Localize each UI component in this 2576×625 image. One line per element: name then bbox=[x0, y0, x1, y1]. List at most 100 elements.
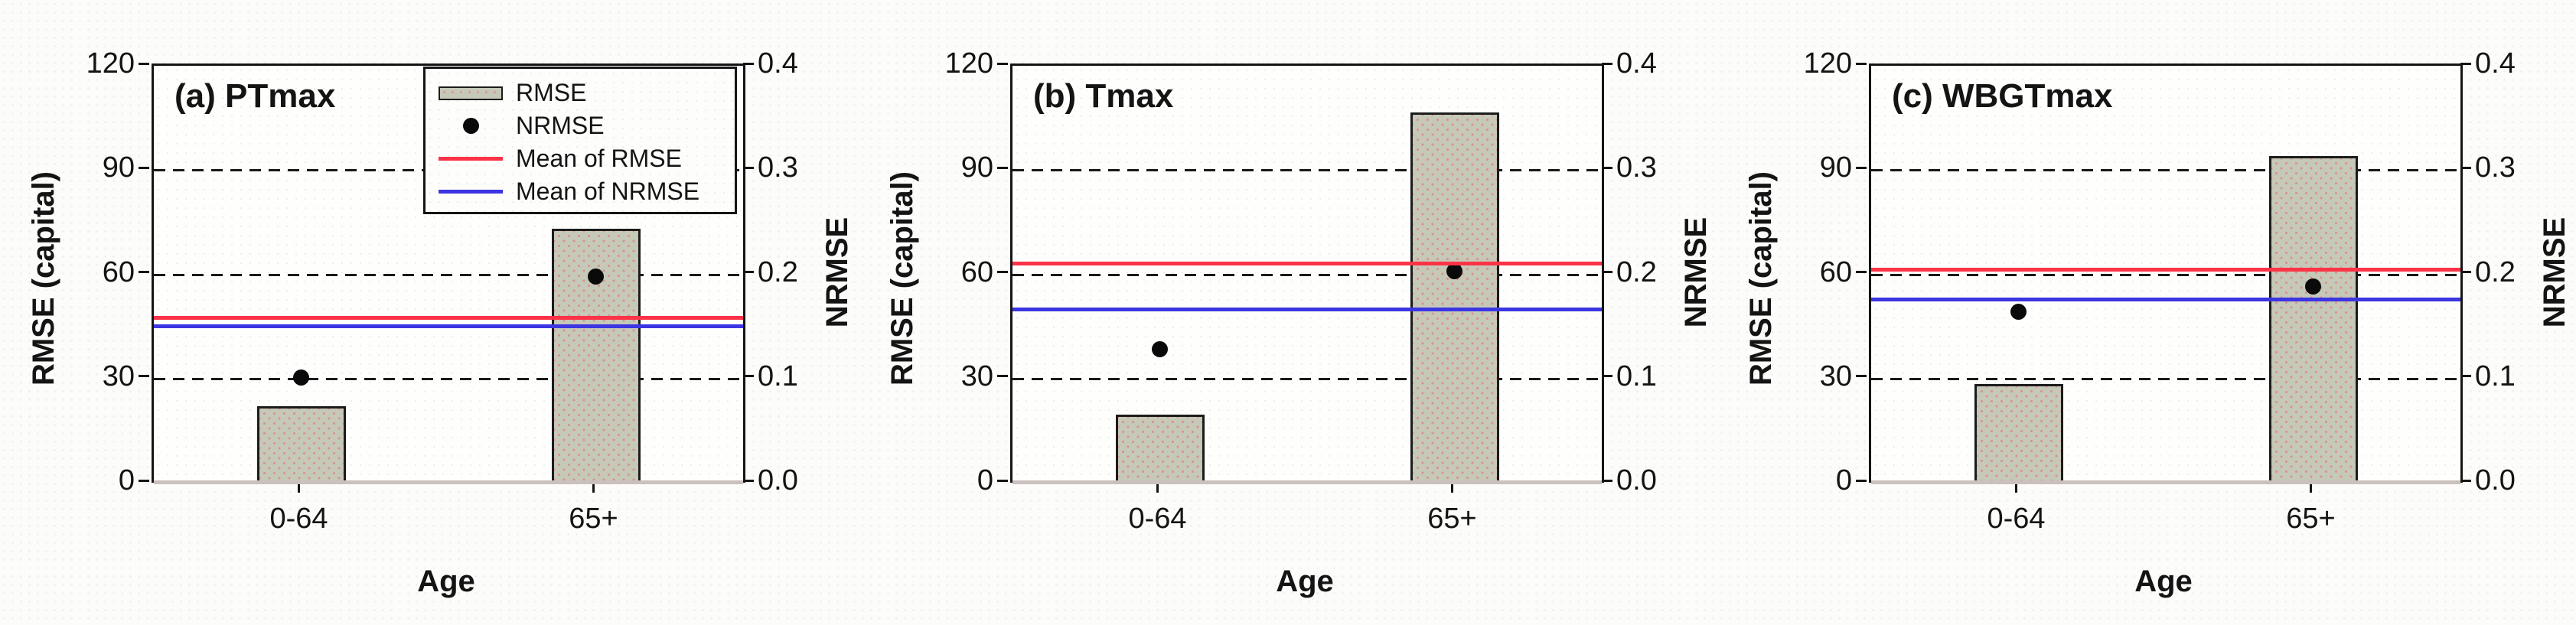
y-right-tick-label-0.0: 0.0 bbox=[758, 464, 798, 496]
y-right-tick-label-0.3: 0.3 bbox=[2475, 151, 2516, 184]
mean-of-nrmse-line bbox=[1871, 297, 2460, 301]
y-right-tick-0.4 bbox=[1602, 62, 1612, 65]
y-right-tick-label-0.0: 0.0 bbox=[1616, 464, 1657, 496]
y-right-tick-label-0.2: 0.2 bbox=[2475, 256, 2516, 288]
legend-row-0: RMSE bbox=[426, 76, 735, 109]
x-axis-baseline bbox=[154, 480, 743, 484]
y-left-tick-30 bbox=[1856, 375, 1867, 378]
y-right-tick-label-0.2: 0.2 bbox=[1616, 256, 1657, 288]
legend-swatch-cell-0 bbox=[426, 86, 516, 100]
rmse-bar-65+ bbox=[1410, 112, 1499, 483]
y-left-tick-label-120: 120 bbox=[944, 47, 993, 80]
y-left-tick-label-0: 0 bbox=[1835, 464, 1852, 496]
legend-mean-rmse-line-swatch bbox=[439, 157, 503, 161]
x-axis-baseline bbox=[1871, 480, 2460, 484]
x-axis-title: Age bbox=[2134, 565, 2193, 598]
y-left-tick-label-60: 60 bbox=[102, 256, 135, 288]
nrmse-dot-0-64 bbox=[2010, 304, 2027, 321]
y-right-tick-0.0 bbox=[2460, 479, 2471, 482]
y-left-tick-90 bbox=[997, 166, 1008, 169]
gridline-90 bbox=[1012, 169, 1602, 172]
x-axis-title: Age bbox=[1276, 565, 1334, 598]
y-left-tick-label-120: 120 bbox=[1803, 47, 1852, 80]
y-right-tick-label-0.4: 0.4 bbox=[1616, 47, 1657, 80]
y-left-tick-120 bbox=[997, 62, 1008, 65]
mean-of-nrmse-line bbox=[154, 324, 743, 329]
rmse-bar-0-64 bbox=[1974, 383, 2063, 483]
gridline-30 bbox=[1871, 377, 2460, 380]
gridline-30 bbox=[1012, 377, 1602, 380]
y-right-tick-label-0.0: 0.0 bbox=[2475, 464, 2516, 496]
y-right-tick-0.2 bbox=[2460, 271, 2471, 273]
rmse-bar-0-64 bbox=[1115, 415, 1205, 483]
y-left-tick-0 bbox=[1856, 479, 1867, 482]
y-left-tick-label-90: 90 bbox=[1819, 151, 1852, 184]
legend-label-1: NRMSE bbox=[516, 112, 605, 139]
legend-mean-nrmse-line-swatch bbox=[439, 190, 503, 194]
y-right-tick-0.1 bbox=[1602, 375, 1612, 378]
gridline-60 bbox=[154, 273, 743, 276]
nrmse-dot-0-64 bbox=[1152, 341, 1168, 358]
y-left-tick-label-0: 0 bbox=[977, 464, 993, 496]
y-right-tick-label-0.1: 0.1 bbox=[2475, 360, 2516, 392]
legend-rmse-bar-swatch bbox=[439, 86, 503, 100]
y-right-tick-0.1 bbox=[743, 375, 754, 378]
y-left-tick-120 bbox=[1856, 62, 1867, 65]
y-right-tick-0.3 bbox=[743, 166, 754, 169]
x-tick-65+ bbox=[2310, 483, 2312, 493]
gridline-60 bbox=[1012, 273, 1602, 276]
x-axis-baseline bbox=[1012, 480, 1602, 484]
panel-title-c: (c) WBGTmax bbox=[1892, 77, 2113, 115]
mean-of-rmse-line bbox=[154, 315, 743, 320]
gridline-60 bbox=[1871, 273, 2460, 276]
legend-label-0: RMSE bbox=[516, 79, 587, 106]
chart-panel-c: (c) WBGTmax 0 30 60 90 120 0.0 0.1 0.2 0.3 0.4 0-64… bbox=[1717, 0, 2576, 625]
nrmse-dot-65+ bbox=[588, 268, 604, 285]
legend-label-2: Mean of RMSE bbox=[516, 145, 682, 172]
y-left-tick-120 bbox=[139, 62, 149, 65]
legend-swatch-cell-1 bbox=[426, 118, 516, 134]
y-right-axis-title: NRMSE bbox=[820, 216, 854, 327]
y-left-tick-label-90: 90 bbox=[102, 151, 135, 184]
y-right-tick-0.0 bbox=[743, 479, 754, 482]
y-left-axis-title: RMSE (capital) bbox=[1744, 171, 1778, 386]
y-left-tick-label-120: 120 bbox=[86, 47, 135, 80]
x-category-label-65+: 65+ bbox=[2286, 503, 2336, 535]
y-right-tick-0.1 bbox=[2460, 375, 2471, 378]
gridline-30 bbox=[154, 377, 743, 380]
x-tick-0-64 bbox=[298, 483, 300, 493]
gridline-90 bbox=[1871, 169, 2460, 172]
legend-row-1: NRMSE bbox=[426, 109, 735, 142]
nrmse-dot-65+ bbox=[1446, 262, 1462, 279]
y-left-tick-label-90: 90 bbox=[960, 151, 993, 184]
y-right-tick-label-0.1: 0.1 bbox=[758, 360, 798, 392]
x-category-label-0-64: 0-64 bbox=[1128, 503, 1187, 535]
y-left-tick-30 bbox=[997, 375, 1008, 378]
y-right-tick-0.2 bbox=[1602, 271, 1612, 273]
x-tick-0-64 bbox=[2015, 483, 2017, 493]
legend: RMSE NRMSE Mean of RMSE Mean of NRMSE bbox=[423, 67, 737, 214]
legend-nrmse-dot-swatch bbox=[462, 118, 479, 134]
panel-title-b: (b) Tmax bbox=[1033, 77, 1174, 115]
x-category-label-65+: 65+ bbox=[1427, 503, 1477, 535]
y-left-axis-title: RMSE (capital) bbox=[27, 171, 60, 386]
y-left-tick-0 bbox=[997, 479, 1008, 482]
y-left-tick-label-60: 60 bbox=[960, 256, 993, 288]
y-right-tick-0.2 bbox=[743, 271, 754, 273]
x-tick-65+ bbox=[1451, 483, 1453, 493]
mean-of-rmse-line bbox=[1012, 262, 1602, 266]
y-left-tick-90 bbox=[1856, 166, 1867, 169]
y-left-tick-30 bbox=[139, 375, 149, 378]
x-category-label-0-64: 0-64 bbox=[269, 503, 328, 535]
plot-area-b bbox=[1010, 63, 1604, 484]
y-left-tick-60 bbox=[1856, 271, 1867, 273]
rmse-bar-0-64 bbox=[256, 406, 346, 483]
legend-row-3: Mean of NRMSE bbox=[426, 175, 735, 208]
legend-label-3: Mean of NRMSE bbox=[516, 177, 700, 205]
y-right-tick-label-0.1: 0.1 bbox=[1616, 360, 1657, 392]
y-right-tick-label-0.4: 0.4 bbox=[758, 47, 798, 80]
y-right-tick-0.4 bbox=[2460, 62, 2471, 65]
y-left-tick-label-30: 30 bbox=[1819, 360, 1852, 392]
y-right-tick-0.4 bbox=[743, 62, 754, 65]
